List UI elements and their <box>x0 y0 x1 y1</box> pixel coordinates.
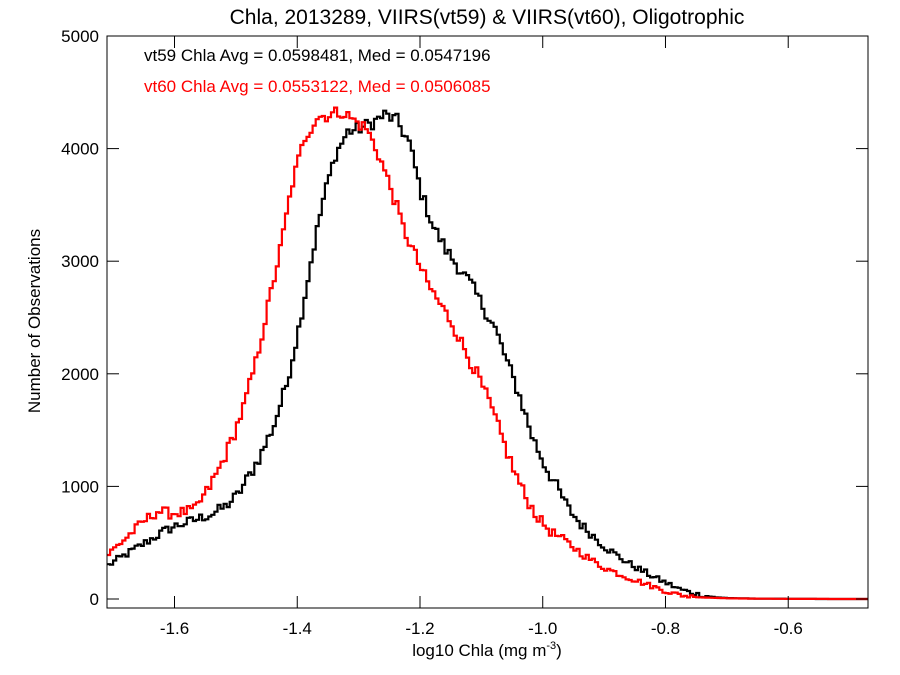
x-tick-label: -0.6 <box>774 619 803 638</box>
x-tick-label: -0.8 <box>651 619 680 638</box>
x-axis-label-main: log10 Chla (mg m <box>412 641 546 660</box>
y-tick-label: 2000 <box>61 365 99 384</box>
series-vt59-histogram <box>107 109 868 601</box>
series-vt60-histogram <box>107 106 868 601</box>
y-axis-label: Number of Observations <box>25 229 44 413</box>
x-tick-label: -1.2 <box>405 619 434 638</box>
x-tick-label: -1.0 <box>528 619 557 638</box>
x-tick-label: -1.4 <box>283 619 312 638</box>
y-tick-label: 4000 <box>61 140 99 159</box>
y-tick-label: 5000 <box>61 27 99 46</box>
x-axis-label-superscript: -3 <box>546 640 556 652</box>
chart-title: Chla, 2013289, VIIRS(vt59) & VIIRS(vt60)… <box>230 6 745 29</box>
annotation-vt60: vt60 Chla Avg = 0.0553122, Med = 0.05060… <box>144 77 491 96</box>
x-axis-label: log10 Chla (mg m-3) <box>412 640 562 660</box>
ticks-layer: -1.6 -1.4 -1.2 -1.0 -0.8 -0.6 0 1000 2000 3000 400… <box>61 27 868 638</box>
y-tick-label: 0 <box>90 590 99 609</box>
x-axis-label-end: ) <box>556 641 562 660</box>
y-tick-label: 3000 <box>61 252 99 271</box>
series-layer <box>107 106 868 601</box>
y-tick-label: 1000 <box>61 477 99 496</box>
x-tick-label: -1.6 <box>160 619 189 638</box>
annotation-vt59: vt59 Chla Avg = 0.0598481, Med = 0.05471… <box>144 46 491 65</box>
plot-frame <box>106 35 869 609</box>
